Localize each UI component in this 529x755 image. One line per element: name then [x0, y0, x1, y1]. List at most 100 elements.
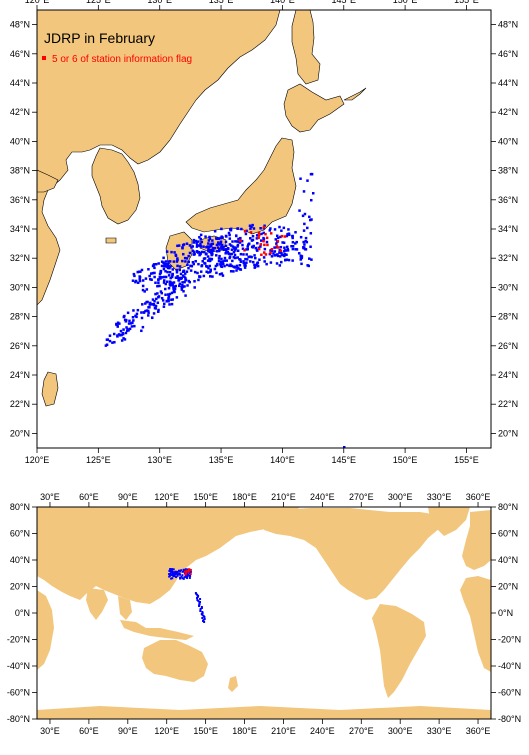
station-point: [308, 257, 311, 260]
regional-lat-label: 38°N: [10, 166, 30, 176]
station-point: [168, 266, 171, 270]
station-point: [158, 272, 162, 276]
station-point: [253, 266, 256, 269]
global-stations: [168, 568, 206, 623]
regional-map: 120°E 120°E 125°E 125°E 130°E 130°E 135°E 135°E…: [10, 0, 518, 465]
station-point: [187, 570, 190, 573]
station-point: [227, 252, 231, 256]
station-point: [217, 237, 220, 240]
regional-lon-label: 150°E: [393, 455, 418, 465]
station-point: [174, 570, 177, 573]
station-point: [173, 287, 176, 290]
station-point: [169, 572, 172, 575]
station-point: [182, 568, 185, 571]
station-point: [239, 260, 243, 263]
station-point: [236, 243, 240, 247]
regional-lon-label: 140°E: [270, 0, 295, 5]
station-point: [186, 575, 189, 578]
station-point: [193, 270, 197, 274]
station-point: [181, 259, 184, 263]
station-point: [157, 281, 160, 285]
station-point: [129, 322, 133, 325]
regional-lon-label: 145°E: [331, 0, 356, 5]
station-point: [169, 570, 172, 573]
station-point: [287, 258, 291, 262]
station-point: [191, 260, 195, 264]
regional-lat-label: 42°N: [498, 107, 518, 117]
station-point: [239, 258, 242, 261]
station-point: [238, 263, 242, 267]
station-point: [174, 276, 178, 279]
station-point: [171, 283, 174, 287]
station-point: [251, 260, 255, 264]
station-point: [214, 237, 218, 240]
station-point: [220, 235, 223, 238]
station-point: [232, 256, 236, 259]
station-point: [284, 258, 287, 262]
global-lat-label: 40°N: [10, 555, 30, 565]
station-point: [239, 252, 243, 256]
station-point: [178, 276, 181, 280]
station-point: [301, 214, 305, 218]
station-point: [178, 268, 181, 272]
station-point: [167, 295, 171, 298]
station-point: [108, 334, 112, 337]
station-point: [193, 280, 196, 283]
station-point: [197, 278, 200, 282]
station-point: [228, 255, 232, 258]
station-point: [159, 275, 162, 279]
station-point: [302, 229, 306, 232]
station-point: [219, 240, 223, 243]
station-point: [215, 254, 218, 257]
station-point: [223, 259, 226, 262]
station-point: [259, 227, 262, 230]
station-point: [264, 232, 267, 236]
station-point: [207, 239, 211, 242]
station-point: [202, 245, 205, 248]
station-point: [181, 270, 185, 274]
station-point: [215, 271, 218, 275]
station-point: [170, 275, 174, 279]
station-point: [213, 267, 217, 271]
station-point: [171, 570, 174, 573]
station-point: [248, 224, 252, 227]
station-point: [164, 282, 167, 286]
station-point: [291, 245, 295, 248]
station-point: [303, 222, 306, 226]
station-point: [135, 312, 139, 316]
station-point: [185, 575, 188, 578]
global-lon-label: 360°E: [466, 726, 491, 736]
station-point: [224, 234, 228, 238]
station-point: [305, 240, 309, 244]
station-point: [122, 337, 125, 340]
global-lon-label: 150°E: [193, 726, 218, 736]
station-point: [162, 256, 165, 260]
station-point: [176, 264, 179, 268]
station-point: [230, 252, 233, 256]
station-point: [260, 232, 263, 236]
station-point: [146, 309, 150, 313]
regional-lat-label: 38°N: [498, 166, 518, 176]
station-point: [181, 577, 184, 580]
station-point: [196, 240, 200, 243]
station-point: [140, 311, 143, 314]
station-point: [137, 270, 141, 274]
station-point: [255, 237, 259, 240]
station-point: [221, 245, 225, 249]
station-point: [166, 293, 170, 296]
station-point: [256, 241, 259, 245]
station-point: [204, 252, 208, 256]
station-point: [149, 301, 152, 305]
global-lat-label: -40°N: [7, 661, 30, 671]
station-point: [193, 286, 196, 289]
station-point: [257, 247, 261, 251]
station-point: [128, 319, 131, 323]
station-point: [303, 212, 307, 216]
station-point: [183, 576, 186, 579]
station-point: [279, 245, 283, 249]
station-point: [291, 247, 295, 251]
station-point: [276, 253, 279, 256]
station-point: [164, 269, 167, 273]
station-point: [276, 254, 280, 258]
station-point: [125, 326, 128, 329]
